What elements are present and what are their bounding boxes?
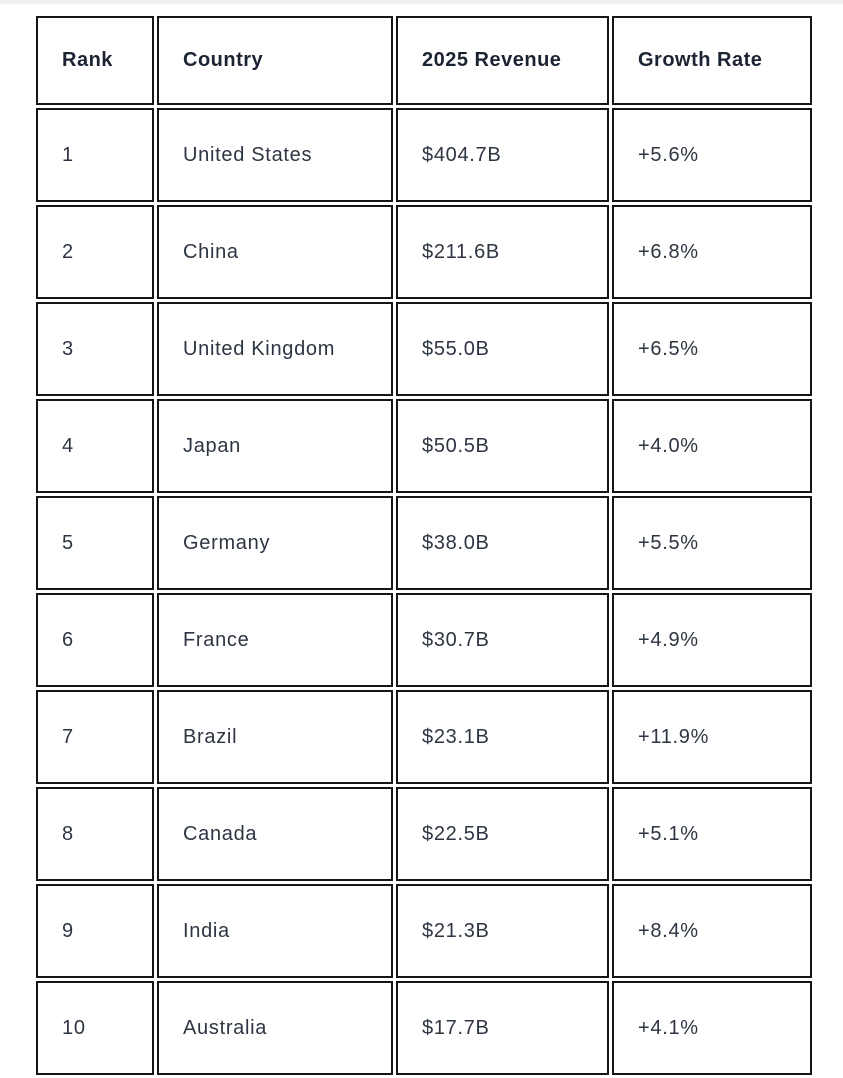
cell-revenue: $38.0B	[396, 496, 609, 590]
cell-growth: +6.8%	[612, 205, 812, 299]
table-row: 10 Australia $17.7B +4.1%	[36, 981, 812, 1075]
table-header: Rank Country 2025 Revenue Growth Rate	[36, 16, 812, 105]
cell-country: Canada	[157, 787, 393, 881]
cell-rank: 10	[36, 981, 154, 1075]
cell-growth: +8.4%	[612, 884, 812, 978]
cell-country: United Kingdom	[157, 302, 393, 396]
cell-revenue: $404.7B	[396, 108, 609, 202]
cell-rank: 2	[36, 205, 154, 299]
cell-country: Brazil	[157, 690, 393, 784]
cell-revenue: $55.0B	[396, 302, 609, 396]
cell-rank: 5	[36, 496, 154, 590]
table-body: 1 United States $404.7B +5.6% 2 China $211.6B +…	[36, 108, 812, 1075]
cell-rank: 9	[36, 884, 154, 978]
column-header-growth: Growth Rate	[612, 16, 812, 105]
cell-rank: 7	[36, 690, 154, 784]
cell-rank: 6	[36, 593, 154, 687]
cell-rank: 4	[36, 399, 154, 493]
cell-revenue: $30.7B	[396, 593, 609, 687]
cell-growth: +6.5%	[612, 302, 812, 396]
cell-country: Australia	[157, 981, 393, 1075]
column-header-revenue: 2025 Revenue	[396, 16, 609, 105]
table-row: 6 France $30.7B +4.9%	[36, 593, 812, 687]
cell-country: France	[157, 593, 393, 687]
cell-growth: +4.9%	[612, 593, 812, 687]
table-row: 7 Brazil $23.1B +11.9%	[36, 690, 812, 784]
column-header-country: Country	[157, 16, 393, 105]
cell-country: China	[157, 205, 393, 299]
cell-revenue: $23.1B	[396, 690, 609, 784]
table-row: 5 Germany $38.0B +5.5%	[36, 496, 812, 590]
cell-growth: +5.6%	[612, 108, 812, 202]
table-row: 8 Canada $22.5B +5.1%	[36, 787, 812, 881]
cell-country: Japan	[157, 399, 393, 493]
cell-rank: 1	[36, 108, 154, 202]
cell-revenue: $211.6B	[396, 205, 609, 299]
header-row: Rank Country 2025 Revenue Growth Rate	[36, 16, 812, 105]
cell-rank: 3	[36, 302, 154, 396]
cell-revenue: $22.5B	[396, 787, 609, 881]
cell-country: Germany	[157, 496, 393, 590]
cell-revenue: $21.3B	[396, 884, 609, 978]
table-row: 3 United Kingdom $55.0B +6.5%	[36, 302, 812, 396]
cell-revenue: $50.5B	[396, 399, 609, 493]
cell-rank: 8	[36, 787, 154, 881]
table-row: 4 Japan $50.5B +4.0%	[36, 399, 812, 493]
column-header-rank: Rank	[36, 16, 154, 105]
cell-growth: +11.9%	[612, 690, 812, 784]
top-edge-strip	[0, 0, 843, 4]
cell-country: United States	[157, 108, 393, 202]
cell-growth: +5.5%	[612, 496, 812, 590]
table-row: 1 United States $404.7B +5.6%	[36, 108, 812, 202]
cell-growth: +4.1%	[612, 981, 812, 1075]
cell-growth: +4.0%	[612, 399, 812, 493]
cell-country: India	[157, 884, 393, 978]
table-row: 2 China $211.6B +6.8%	[36, 205, 812, 299]
cell-revenue: $17.7B	[396, 981, 609, 1075]
cell-growth: +5.1%	[612, 787, 812, 881]
table-row: 9 India $21.3B +8.4%	[36, 884, 812, 978]
